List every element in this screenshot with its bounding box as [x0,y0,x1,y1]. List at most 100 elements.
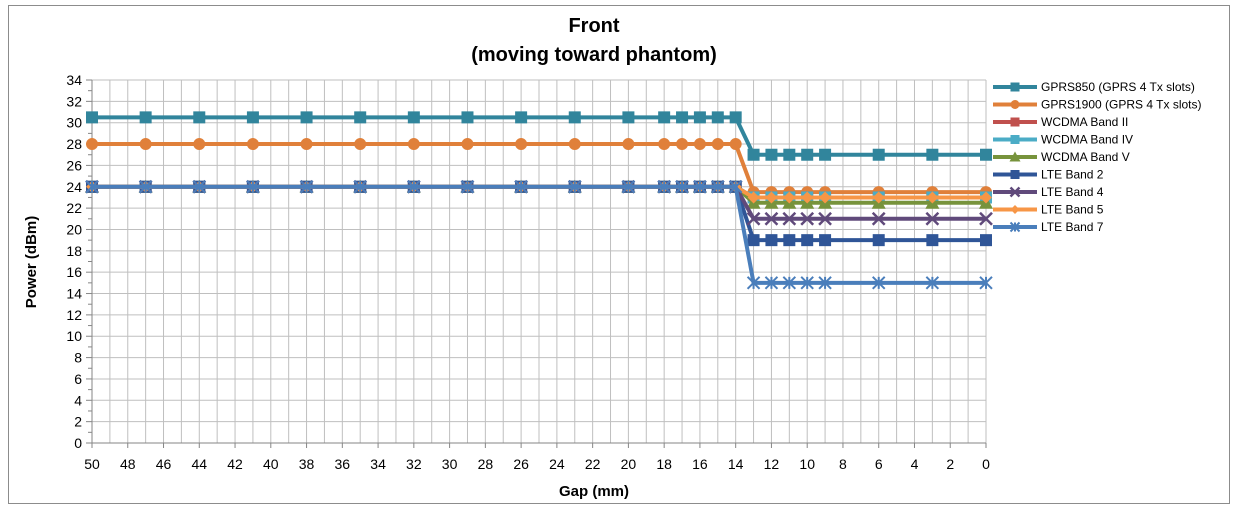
data-point [801,191,814,204]
data-point [514,180,528,194]
data-point [764,211,779,226]
data-point [461,111,474,124]
data-point [801,148,814,161]
legend-marker [1010,117,1020,127]
data-point [729,111,742,124]
data-point [300,138,313,151]
data-point [800,211,815,226]
legend-label: LTE Band 5 [1041,203,1104,217]
data-point [693,138,706,151]
data-point [676,111,689,124]
y-tick-label: 28 [66,136,82,152]
data-point [658,111,671,124]
x-tick-label: 14 [728,456,744,472]
legend-item: GPRS1900 (GPRS 4 Tx slots) [993,98,1202,112]
x-tick-label: 36 [335,456,351,472]
data-point [139,138,152,151]
x-axis-title: Gap (mm) [559,483,629,500]
legend-marker [1010,135,1020,144]
y-tick-label: 2 [74,414,82,430]
x-tick-label: 44 [191,456,207,472]
data-point [621,180,636,194]
legend-label: GPRS1900 (GPRS 4 Tx slots) [1041,98,1202,112]
data-point [746,211,761,226]
data-point [300,111,313,124]
data-point [711,180,725,194]
data-point [926,148,939,161]
data-point [818,211,832,226]
data-point [622,111,635,124]
x-tick-label: 46 [156,456,172,472]
y-tick-label: 26 [66,157,82,173]
y-axis-title: Power (dBm) [23,216,40,309]
legend-label: GPRS850 (GPRS 4 Tx slots) [1041,80,1195,94]
chart-subtitle: (moving toward phantom) [471,44,717,66]
legend-label: LTE Band 2 [1041,168,1104,182]
y-tick-label: 12 [66,307,82,323]
legend-item: LTE Band 4 [993,185,1104,199]
data-point [693,180,707,194]
data-point [782,211,797,226]
data-point [765,234,778,247]
legend-item: WCDMA Band IV [993,133,1133,147]
legend-label: WCDMA Band IV [1041,133,1133,147]
data-point [765,148,778,161]
y-tick-label: 20 [66,221,82,237]
legend-marker [1010,170,1020,179]
data-point [407,180,421,194]
data-point [622,138,635,151]
legend: GPRS850 (GPRS 4 Tx slots) GPRS1900 (GPRS … [993,80,1202,234]
y-tick-label: 30 [66,115,82,131]
legend-label: WCDMA Band V [1041,150,1130,164]
data-point [979,211,993,226]
y-tick-label: 0 [74,435,82,451]
y-tick-label: 6 [74,371,82,387]
x-tick-label: 0 [982,456,990,472]
y-tick-label: 14 [66,286,82,302]
legend-label: LTE Band 4 [1041,185,1104,199]
data-point [246,111,259,124]
legend-item: LTE Band 7 [993,220,1104,234]
data-point [765,191,778,204]
data-point [729,138,742,151]
data-point [139,111,152,124]
data-point [675,180,689,194]
x-tick-label: 26 [513,456,529,472]
data-point [819,148,832,161]
x-tick-label: 42 [227,456,243,472]
data-point [819,191,832,204]
data-point [871,211,886,226]
gridlines [91,79,987,444]
data-point [801,234,814,247]
data-point [872,148,885,161]
data-point [747,191,760,204]
data-point [782,276,797,290]
x-tick-label: 38 [299,456,315,472]
data-point [85,180,99,194]
data-point [193,111,206,124]
x-tick-label: 30 [442,456,458,472]
series-gprs850-gprs-4-tx-slots [86,111,992,161]
data-point [818,276,832,290]
x-tick-label: 34 [370,456,386,472]
data-point [515,138,528,151]
data-point [783,234,796,247]
data-point [747,234,760,247]
x-tick-label: 2 [946,456,954,472]
data-point [299,180,314,194]
data-point [86,111,98,124]
x-tick-label: 20 [621,456,637,472]
data-point [925,211,940,226]
legend-item: WCDMA Band II [993,115,1128,129]
x-tick-label: 22 [585,456,601,472]
data-point [925,276,940,290]
data-point [246,180,260,194]
y-tick-label: 32 [66,93,82,109]
data-point [980,191,992,204]
y-tick-label: 10 [66,328,82,344]
data-point [568,180,582,194]
legend-item: WCDMA Band V [993,150,1130,164]
data-point [979,276,993,290]
